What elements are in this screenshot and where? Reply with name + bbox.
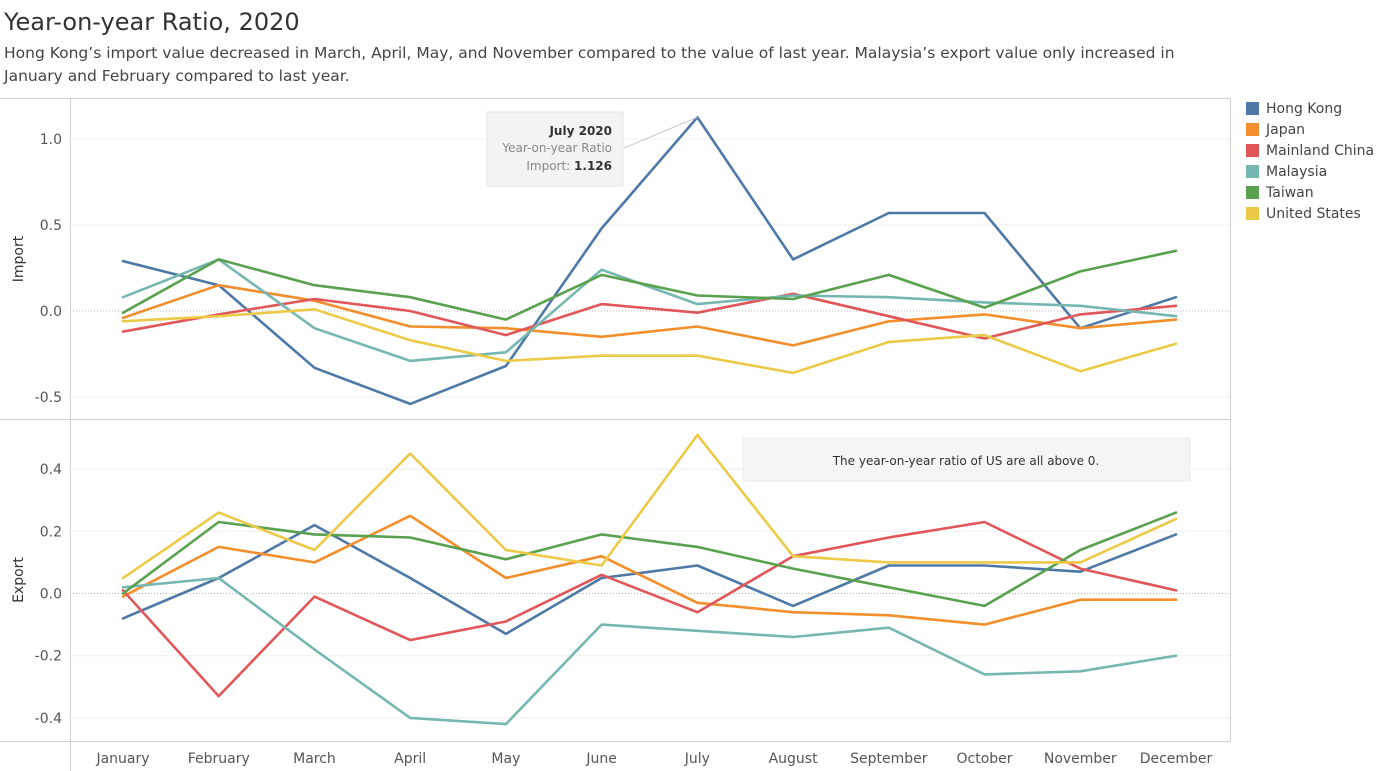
x-tick-label: December <box>1140 751 1213 767</box>
tooltip-value: 1.126 <box>574 159 612 173</box>
series-line-hong-kong <box>123 117 1176 404</box>
x-tick-label: February <box>188 751 250 767</box>
series-line-mainland-china <box>123 522 1176 696</box>
x-tick-label: September <box>850 751 928 767</box>
y-axis-title: Import <box>11 235 27 282</box>
tooltip-leader <box>624 117 697 148</box>
tooltip-title: July 2020 <box>548 124 612 138</box>
series-line-japan <box>123 516 1176 625</box>
tooltip-value-line: Import: 1.126 <box>526 159 612 173</box>
y-tick-label: -0.4 <box>35 711 62 727</box>
y-tick-label: 0.0 <box>40 304 62 320</box>
x-tick-label: May <box>491 751 520 767</box>
x-tick-label: June <box>585 751 617 767</box>
series-line-taiwan <box>123 513 1176 606</box>
y-tick-label: -0.2 <box>35 649 62 665</box>
tooltip-label: Import: <box>526 159 574 173</box>
y-tick-label: 1.0 <box>40 132 62 148</box>
x-tick-label: April <box>394 751 426 767</box>
x-tick-label: October <box>957 751 1013 767</box>
y-tick-label: 0.0 <box>40 587 62 603</box>
x-tick-label: August <box>769 751 819 767</box>
y-tick-label: 0.2 <box>40 524 62 540</box>
y-axis-title: Export <box>11 557 27 603</box>
x-tick-label: March <box>293 751 336 767</box>
y-tick-label: 0.5 <box>40 218 62 234</box>
y-tick-label: -0.5 <box>35 390 62 406</box>
x-tick-label: July <box>684 751 710 767</box>
tooltip-measure: Year-on-year Ratio <box>501 141 612 155</box>
x-tick-label: November <box>1044 751 1117 767</box>
series-line-malaysia <box>123 578 1176 724</box>
y-tick-label: 0.4 <box>40 462 62 478</box>
annotation-text: The year-on-year ratio of US are all abo… <box>832 454 1100 468</box>
x-tick-label: January <box>95 751 149 767</box>
tooltip: July 2020 Year-on-year Ratio Import: 1.126 <box>487 112 623 186</box>
series-line-malaysia <box>123 259 1176 361</box>
